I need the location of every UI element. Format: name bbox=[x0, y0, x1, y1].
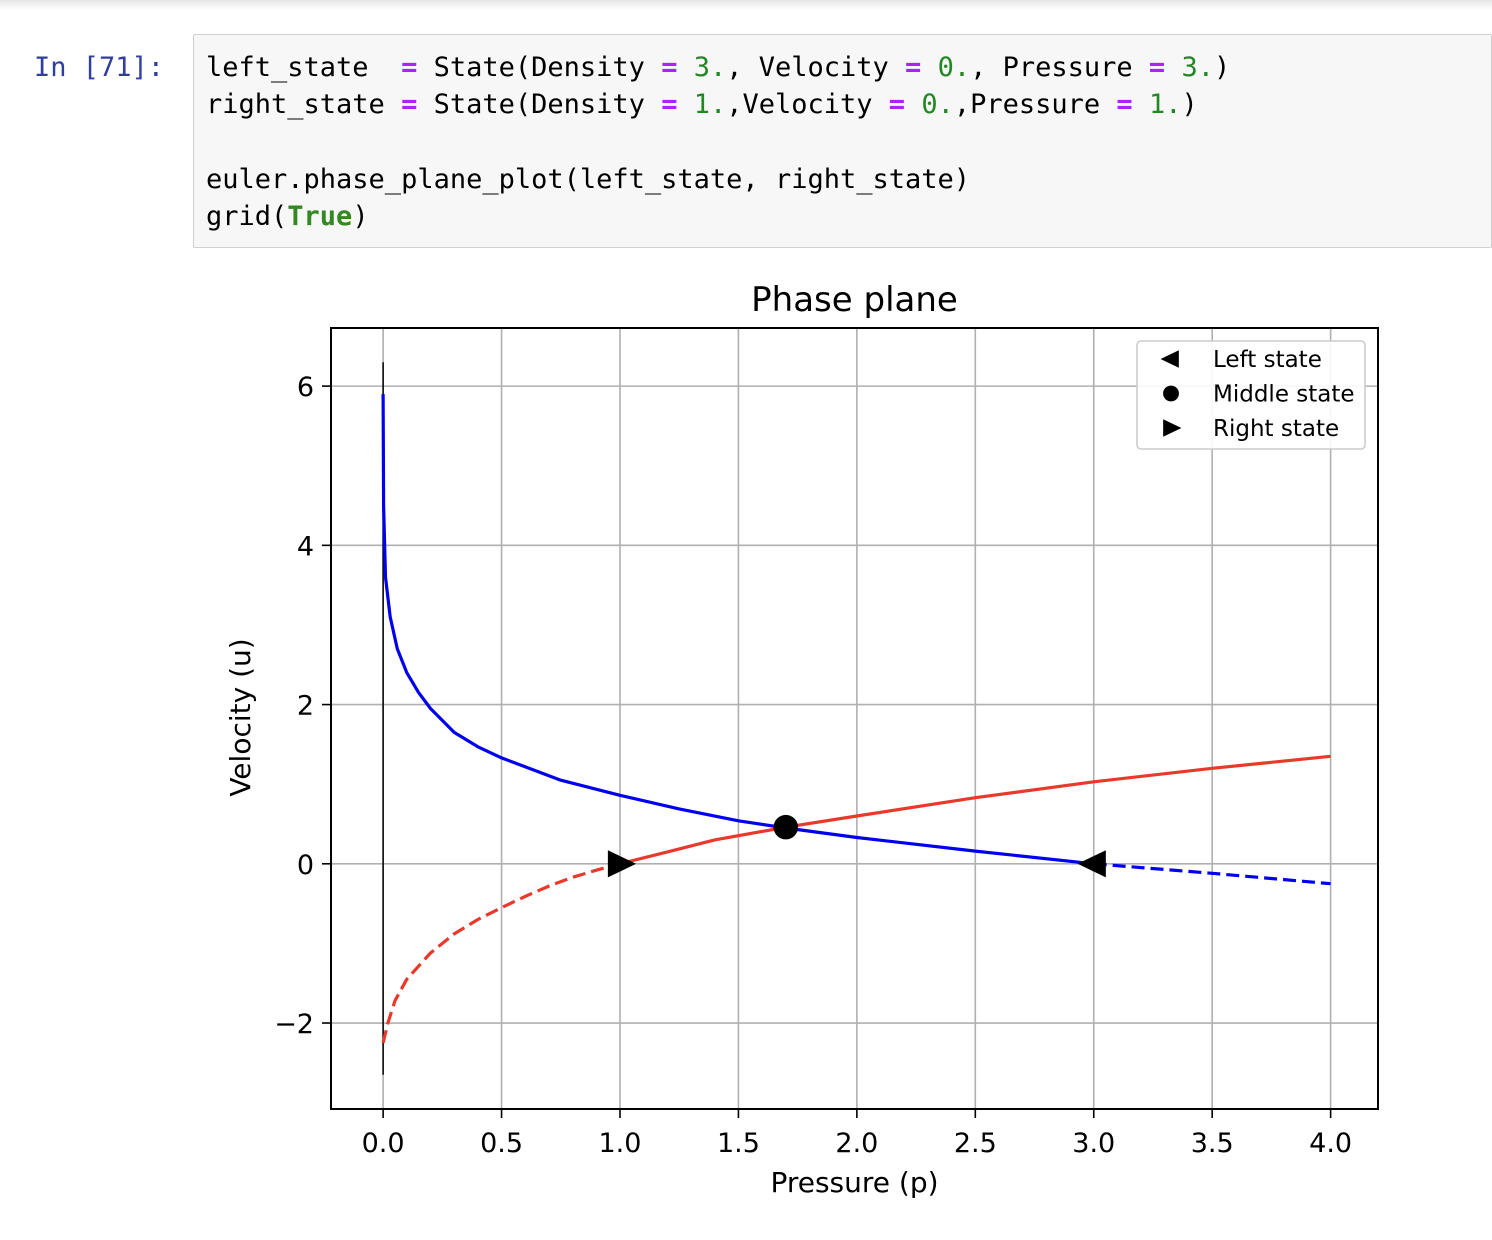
y-tick-label: 4 bbox=[297, 531, 314, 562]
red-solid-curve bbox=[619, 754, 1331, 866]
code-line: grid(True) bbox=[206, 198, 369, 235]
legend-triangle-right-icon bbox=[1163, 419, 1182, 437]
code-token: 3. bbox=[1181, 52, 1214, 83]
x-tick-label: 0.0 bbox=[362, 1128, 405, 1159]
code-token: = bbox=[1148, 52, 1166, 83]
code-line: euler.phase_plane_plot(left_state, right… bbox=[206, 161, 970, 198]
y-tick-label: 0 bbox=[297, 850, 314, 881]
chart-title: Phase plane bbox=[751, 280, 958, 320]
code-token: 0. bbox=[937, 52, 971, 83]
code-token: State(Density bbox=[417, 52, 662, 83]
legend-label: Right state bbox=[1213, 416, 1339, 442]
code-token: right_state bbox=[206, 89, 402, 120]
x-tick-label: 2.0 bbox=[835, 1128, 878, 1159]
y-tick-label: 6 bbox=[297, 372, 314, 403]
code-token: = bbox=[661, 89, 678, 120]
code-token: ,Velocity bbox=[726, 89, 889, 120]
code-token: 0. bbox=[921, 89, 954, 120]
legend-triangle-left-icon bbox=[1160, 350, 1179, 368]
code-token: = bbox=[1116, 89, 1133, 120]
code-token: = bbox=[661, 52, 678, 83]
top-edge-shadow bbox=[0, 0, 1492, 10]
code-token: = bbox=[905, 52, 922, 83]
code-token: = bbox=[401, 52, 418, 83]
triangle-left-marker bbox=[1077, 850, 1106, 878]
cell-prompt: In [71]: bbox=[34, 52, 165, 83]
code-token: 1. bbox=[693, 89, 727, 120]
x-axis-label: Pressure (p) bbox=[770, 1166, 938, 1199]
x-tick-label: 4.0 bbox=[1309, 1128, 1352, 1159]
code-token: 1. bbox=[1148, 89, 1182, 120]
x-tick-label: 0.5 bbox=[480, 1128, 523, 1159]
code-token: ) bbox=[1213, 52, 1231, 83]
code-token: , Velocity bbox=[726, 52, 906, 83]
code-token: = bbox=[401, 89, 418, 120]
code-token: ,Pressure bbox=[953, 89, 1117, 120]
red-dashed-curve bbox=[381, 862, 621, 1044]
circle-marker bbox=[773, 814, 799, 840]
code-token: euler.phase_plane_plot(left_state, right… bbox=[206, 164, 971, 195]
code-line: right_state = State(Density = 1.,Velocit… bbox=[206, 86, 1198, 123]
code-token: grid( bbox=[206, 201, 288, 232]
x-tick-label: 3.0 bbox=[1072, 1128, 1115, 1159]
y-tick-label: 2 bbox=[297, 691, 314, 722]
code-token: ) bbox=[352, 201, 369, 232]
code-token: , Pressure bbox=[970, 52, 1149, 83]
x-tick-label: 2.5 bbox=[954, 1128, 997, 1159]
x-tick-label: 3.5 bbox=[1191, 1128, 1234, 1159]
legend-label: Middle state bbox=[1213, 382, 1355, 408]
code-token: State(Density bbox=[417, 89, 662, 120]
blue-dashed-curve bbox=[1093, 862, 1331, 886]
triangle-right-marker bbox=[607, 850, 637, 878]
code-token: True bbox=[287, 201, 353, 232]
legend-box bbox=[1136, 340, 1366, 450]
x-tick-label: 1.5 bbox=[717, 1128, 760, 1159]
code-token: ) bbox=[1181, 89, 1198, 120]
plot-frame bbox=[330, 327, 1379, 1110]
legend-circle-icon bbox=[1163, 385, 1179, 402]
y-axis-label: Velocity (u) bbox=[224, 638, 257, 796]
x-tick-label: 1.0 bbox=[599, 1128, 642, 1159]
code-token: 3. bbox=[693, 52, 727, 83]
code-cell-editor[interactable]: left_state = State(Density = 3., Velocit… bbox=[193, 34, 1492, 248]
code-token: left_state bbox=[206, 52, 402, 83]
code-token: = bbox=[888, 89, 906, 120]
y-tick-label: −2 bbox=[274, 1009, 314, 1040]
legend-label: Left state bbox=[1213, 347, 1322, 373]
code-line: left_state = State(Density = 3., Velocit… bbox=[206, 49, 1230, 86]
